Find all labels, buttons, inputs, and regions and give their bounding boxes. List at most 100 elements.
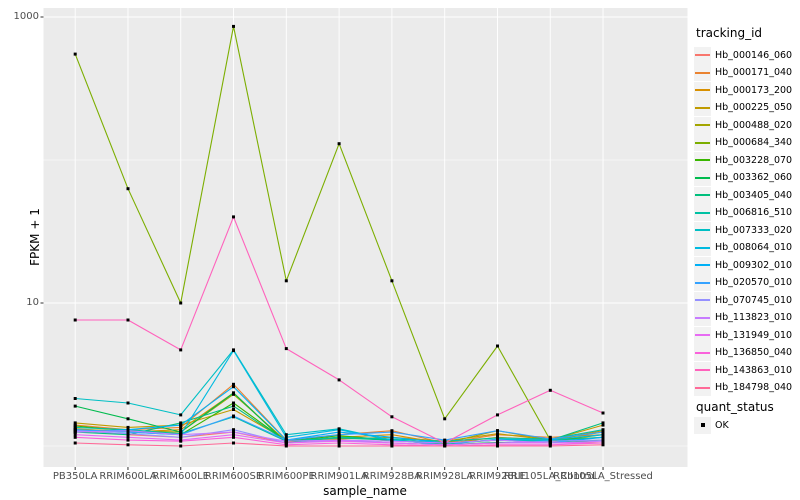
data-point xyxy=(232,441,235,445)
legend-key-line-icon xyxy=(694,134,711,151)
data-point xyxy=(390,415,394,419)
data-point xyxy=(496,432,499,436)
legend-entry-label: Hb_008064_010 xyxy=(715,242,793,253)
legend-entry: Hb_003228_070 xyxy=(694,151,792,169)
data-point xyxy=(601,421,605,425)
data-point xyxy=(126,435,130,439)
legend-entry: Hb_006816_510 xyxy=(694,204,792,222)
x-tick-label: RRIM928LA xyxy=(416,471,474,482)
legend-entry-label: Hb_000171_040 xyxy=(715,67,793,78)
legend-key-line-icon xyxy=(694,99,711,116)
data-point xyxy=(73,441,77,445)
legend-entry: Hb_000684_340 xyxy=(694,134,792,152)
data-point xyxy=(496,413,499,417)
data-point xyxy=(443,444,447,448)
legend-key-line-icon xyxy=(694,221,711,239)
legend-key-line-icon xyxy=(694,256,711,274)
data-point xyxy=(179,425,183,429)
legend-entry-label: Hb_009302_010 xyxy=(715,259,793,271)
x-tick-label: PB350LA xyxy=(52,471,98,482)
legend-key-line-icon xyxy=(694,326,711,344)
data-point xyxy=(390,441,394,445)
legend-entry: Hb_007333_020 xyxy=(694,221,792,239)
data-point xyxy=(73,421,77,425)
quant-ok-label: OK xyxy=(715,419,729,431)
legend-entry: Hb_136850_040 xyxy=(694,344,792,362)
legend-entry: Hb_000225_050 xyxy=(694,99,792,117)
legend-entry-label: Hb_000146_060 xyxy=(715,49,793,61)
data-point xyxy=(284,435,288,439)
data-point xyxy=(390,435,394,439)
data-point xyxy=(126,438,130,442)
data-point xyxy=(601,439,605,443)
data-point xyxy=(232,215,235,219)
data-point xyxy=(601,435,605,439)
legend-entry-label: Hb_000173_200 xyxy=(715,84,793,96)
data-point xyxy=(390,439,394,443)
data-point xyxy=(496,444,499,448)
data-point xyxy=(390,433,394,437)
data-point xyxy=(179,413,183,417)
legend-entry-quant-ok: OK xyxy=(694,416,729,435)
legend-entry: Hb_008064_010 xyxy=(694,239,792,257)
legend-entry-label: Hb_070745_010 xyxy=(715,294,793,306)
data-point xyxy=(601,423,605,427)
y-tick-label: 1000 xyxy=(13,11,39,22)
data-point xyxy=(390,444,394,448)
legend-title-tracking-id: tracking_id xyxy=(696,26,763,40)
data-point xyxy=(284,439,288,443)
data-point xyxy=(548,435,552,439)
data-point xyxy=(337,378,341,382)
legend-entry: Hb_070745_010 xyxy=(694,291,792,309)
data-point xyxy=(390,430,394,434)
data-point xyxy=(179,444,183,448)
data-point xyxy=(337,439,341,443)
legend-entry: Hb_184798_040 xyxy=(694,379,792,397)
legend-key-line-icon xyxy=(694,291,711,309)
data-point xyxy=(601,433,605,437)
data-point xyxy=(232,408,235,411)
legend-key-line-icon xyxy=(694,274,711,291)
x-tick-label: RRII105LA_Control xyxy=(503,471,597,482)
data-point xyxy=(284,441,288,445)
legend-entry-label: Hb_000488_020 xyxy=(715,119,793,131)
data-point xyxy=(126,318,130,322)
data-point xyxy=(232,24,235,28)
legend-key-line-icon xyxy=(694,361,711,379)
data-point xyxy=(73,397,77,400)
data-point xyxy=(548,441,552,445)
legend-entry-label: Hb_003362_060 xyxy=(715,172,793,183)
legend-entry-label: Hb_136850_040 xyxy=(715,347,793,358)
x-tick-label: RRIM928LE xyxy=(469,471,526,482)
x-tick-label: RRIM600PE xyxy=(257,471,315,482)
data-point xyxy=(179,439,183,443)
y-axis-title: FPKM + 1 xyxy=(27,208,42,266)
legend-key-line-icon xyxy=(694,151,711,169)
legend-key-line-icon xyxy=(694,309,711,326)
data-point xyxy=(73,425,77,429)
data-point xyxy=(337,430,341,434)
data-point xyxy=(284,444,288,448)
data-point xyxy=(232,401,235,405)
legend-key-line-icon xyxy=(694,64,711,81)
data-point xyxy=(73,318,77,322)
legend-entry: Hb_131949_010 xyxy=(694,326,792,344)
data-point xyxy=(179,435,183,439)
data-point xyxy=(232,430,235,434)
legend-key-line-icon xyxy=(694,239,711,256)
data-point xyxy=(601,411,605,415)
data-point xyxy=(179,430,183,434)
x-tick-label: RRIM600LE xyxy=(152,471,209,482)
data-point xyxy=(496,441,499,445)
legend-entry: Hb_003405_040 xyxy=(694,186,792,204)
data-point xyxy=(73,435,77,439)
legend-entry: Hb_009302_010 xyxy=(694,256,792,274)
legend-entry: Hb_143863_010 xyxy=(694,361,792,379)
data-point xyxy=(548,388,552,392)
legend-entry: Hb_000146_060 xyxy=(694,46,792,64)
legend-entry: Hb_000171_040 xyxy=(694,64,792,82)
data-point xyxy=(73,430,77,434)
legend-key-line-icon xyxy=(694,379,711,396)
